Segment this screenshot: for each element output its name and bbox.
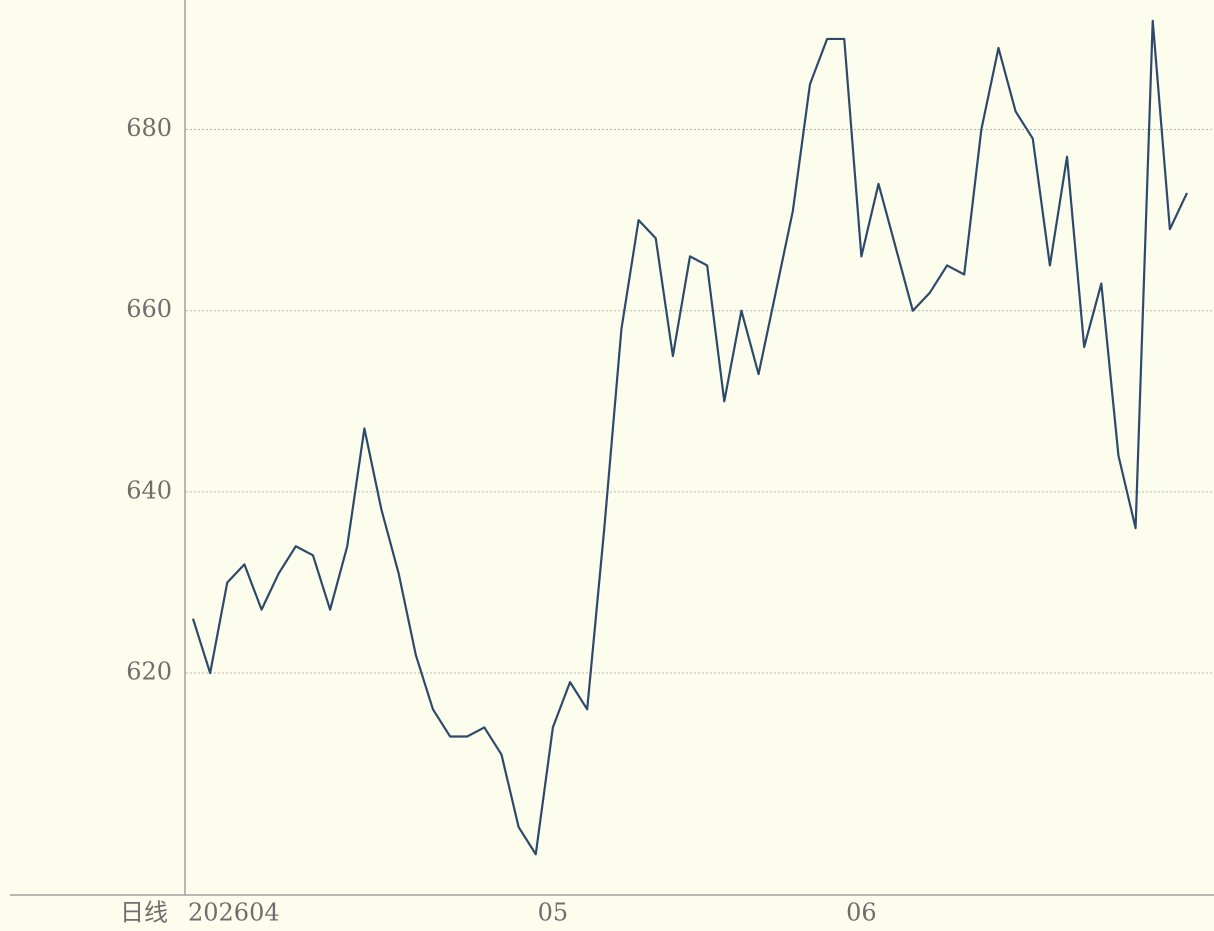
x-tick-label: 202604 — [188, 899, 280, 927]
y-tick-label: 640 — [126, 476, 172, 504]
x-tick-label: 06 — [846, 899, 877, 927]
y-tick-label: 620 — [126, 658, 172, 686]
x-tick-label: 05 — [538, 899, 569, 927]
period-label: 日线 — [120, 899, 168, 927]
y-tick-label: 660 — [126, 295, 172, 323]
y-tick-label: 680 — [126, 114, 172, 142]
price-line — [191, 19, 1188, 856]
